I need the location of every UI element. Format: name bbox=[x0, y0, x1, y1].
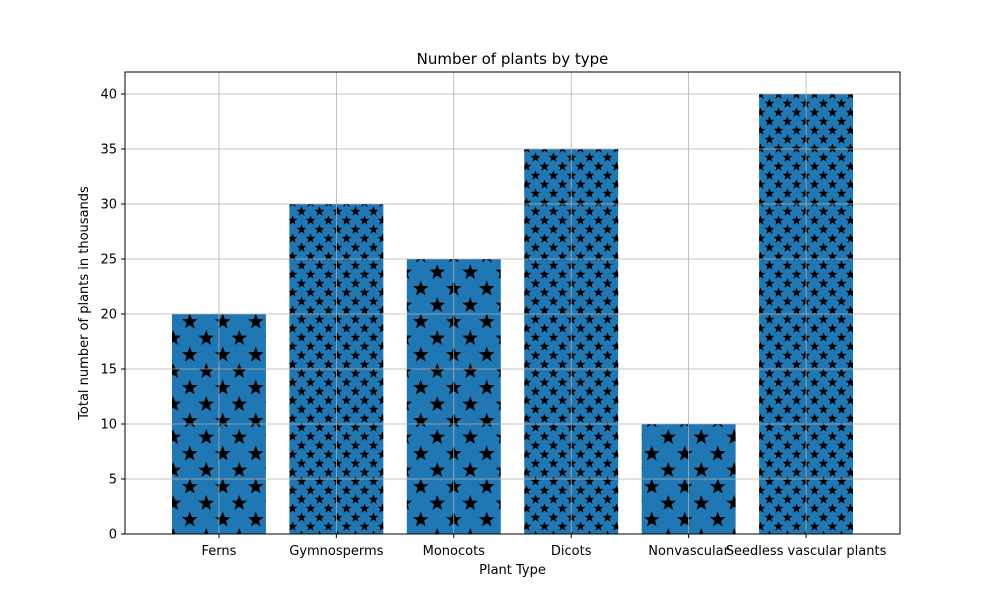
y-tick-label: 10 bbox=[100, 418, 117, 433]
y-tick-label: 15 bbox=[100, 363, 117, 378]
y-tick-label: 25 bbox=[100, 253, 117, 268]
y-axis-label: Total number of plants in thousands bbox=[77, 186, 92, 421]
y-tick-label: 40 bbox=[100, 88, 117, 103]
y-tick-label: 35 bbox=[100, 143, 117, 158]
y-tick-label: 5 bbox=[109, 473, 117, 488]
plot-frame bbox=[124, 71, 901, 535]
x-tick-label: Monocots bbox=[423, 544, 486, 559]
chart-title: Number of plants by type bbox=[417, 50, 609, 68]
x-tick-label: Dicots bbox=[551, 544, 592, 559]
x-tick-label: Seedless vascular plants bbox=[726, 544, 887, 559]
y-tick-label: 30 bbox=[100, 198, 117, 213]
y-tick-label: 20 bbox=[100, 308, 117, 323]
x-tick-label: Nonvascular bbox=[648, 544, 729, 559]
y-tick-label: 0 bbox=[109, 528, 117, 543]
x-axis-label: Plant Type bbox=[479, 563, 546, 578]
x-tick-label: Gymnosperms bbox=[289, 544, 383, 559]
ticks: 0 5 10 15 20 25 30 35 40 Ferns Gymnosperms Monocots… bbox=[100, 88, 886, 560]
x-tick-label: Ferns bbox=[201, 544, 236, 559]
